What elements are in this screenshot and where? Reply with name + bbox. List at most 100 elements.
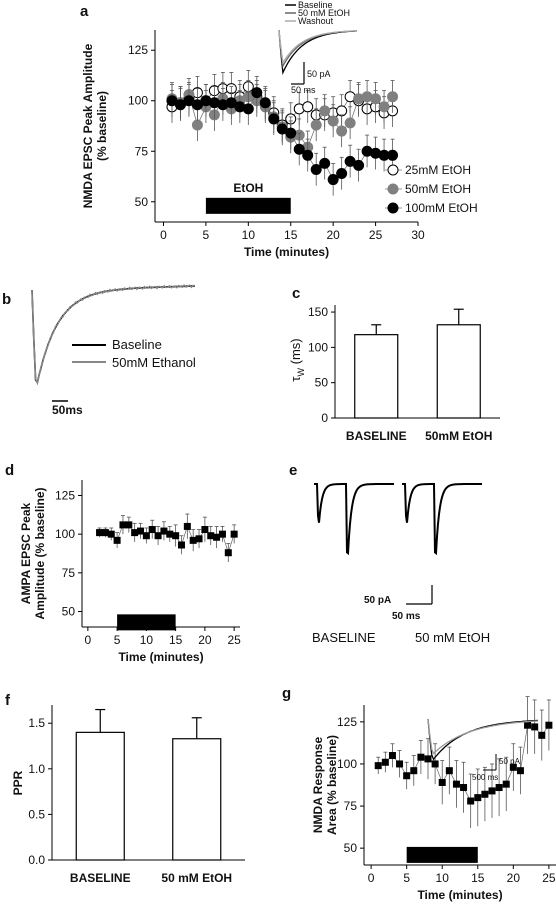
- d-data-point: [125, 521, 133, 529]
- a-y-tick-label: 125: [128, 43, 148, 57]
- f-category-label: BASELINE: [70, 871, 131, 885]
- g-data-point: [502, 780, 510, 788]
- d-data-point: [131, 529, 139, 537]
- d-data-point: [160, 527, 168, 535]
- f-bar: [75, 731, 125, 861]
- panel-a-legend-marker: [387, 202, 399, 214]
- d-x-tick-label: 15: [169, 633, 183, 647]
- panel-a-legend-marker: [387, 164, 399, 176]
- d-data-point: [119, 521, 127, 529]
- f-y-tick-label: 0.5: [28, 807, 45, 821]
- d-data-point: [177, 541, 185, 549]
- d-x-tick-label: 10: [140, 633, 154, 647]
- a-x-tick-label: 25: [369, 228, 383, 242]
- a-data-point: [302, 149, 314, 161]
- d-y-tick-label: 75: [62, 566, 76, 580]
- panel-e-trace-ethanol: [402, 483, 482, 556]
- panel-g-scalebar-y-label: 50 pA: [499, 757, 521, 766]
- d-y-tick-label: 100: [55, 527, 75, 541]
- a-data-point: [387, 149, 399, 161]
- f-category-label: 50 mM EtOH: [161, 871, 232, 885]
- a-data-point: [251, 87, 263, 99]
- g-data-point: [481, 790, 489, 798]
- g-data-point: [460, 784, 468, 792]
- a-data-point: [302, 101, 314, 113]
- g-y-axis-label-line: NMDA Response: [311, 737, 325, 834]
- c-y-tick-label: 50: [315, 376, 329, 390]
- d-data-point: [148, 526, 156, 534]
- panel-a-legend-marker: [387, 183, 399, 195]
- g-data-point: [474, 794, 482, 802]
- d-data-point: [230, 530, 238, 538]
- panel-a-inset-legend-label: 50 mM EtOH: [298, 8, 350, 18]
- c-y-tick-label: 100: [308, 340, 328, 354]
- a-x-axis-label: Time (minutes): [244, 245, 329, 259]
- g-y-tick-label: 100: [337, 757, 357, 771]
- panel-b-scalebar-label: 50ms: [52, 403, 83, 417]
- panel-a-inset-traces: [278, 29, 358, 76]
- panel-g-inset-trace-ethanol: [427, 718, 539, 755]
- a-y-axis-label: NMDA EPSC Peak Amplitude(% baseline): [81, 43, 109, 208]
- g-treatment-bar: [406, 846, 478, 863]
- g-data-point: [531, 723, 539, 731]
- f-y-axis-label: PPR: [11, 770, 25, 795]
- d-data-point: [224, 549, 232, 557]
- d-data-point: [172, 532, 180, 540]
- g-data-point: [524, 721, 532, 729]
- c-y-axis-label-unit: (ms): [288, 338, 303, 368]
- d-data-point: [189, 536, 197, 544]
- d-x-tick-label: 0: [85, 633, 92, 647]
- a-data-point: [293, 143, 305, 155]
- panel-g-label: g: [282, 685, 291, 702]
- g-data-point: [495, 784, 503, 792]
- panel-a-legend-label: 50mM EtOH: [405, 182, 471, 196]
- g-y-axis-label-line: Area (% baseline): [325, 735, 339, 835]
- g-data-point: [538, 731, 546, 739]
- g-data-point: [410, 767, 418, 775]
- g-y-axis-label: NMDA ResponseArea (% baseline): [311, 735, 339, 835]
- a-data-point: [285, 127, 297, 139]
- g-x-tick-label: 20: [507, 871, 521, 885]
- a-data-point: [319, 157, 331, 169]
- a-data-point: [310, 119, 322, 131]
- d-y-axis-label-line: Amplitude (% baseline): [33, 487, 47, 619]
- g-x-tick-label: 0: [368, 871, 375, 885]
- a-y-tick-label: 100: [128, 94, 148, 108]
- panel-e-caption-ethanol: 50 mM EtOH: [415, 630, 490, 645]
- d-x-tick-label: 25: [227, 633, 241, 647]
- a-data-point: [268, 113, 280, 125]
- panel-e-caption-baseline: BASELINE: [312, 630, 376, 645]
- c-bar: [354, 334, 399, 419]
- g-data-point: [374, 762, 382, 770]
- panel-g-scalebar-x-label: 500 ms: [472, 773, 498, 782]
- a-data-point: [259, 97, 271, 109]
- c-category-label: 50mM EtOH: [425, 429, 492, 443]
- panel-b-label: b: [2, 291, 11, 308]
- a-data-point: [378, 101, 390, 113]
- d-data-point: [107, 530, 115, 538]
- a-y-tick-label: 75: [135, 144, 149, 158]
- d-data-point: [183, 522, 191, 530]
- f-y-tick-label: 1.0: [28, 762, 45, 776]
- g-data-point: [516, 767, 524, 775]
- panel-e-trace-baseline: [314, 483, 394, 556]
- a-data-point: [327, 115, 339, 127]
- panel-d-label: d: [5, 462, 14, 479]
- a-y-axis-label-line: NMDA EPSC Peak Amplitude: [81, 43, 95, 208]
- a-data-point: [336, 125, 348, 137]
- panel-e-label: e: [289, 462, 297, 479]
- panel-e-scalebar-y-label: 50 pA: [364, 595, 391, 606]
- a-x-tick-label: 5: [203, 228, 210, 242]
- panel-a-label: a: [80, 3, 89, 20]
- d-treatment-bar: [117, 614, 176, 631]
- c-category-label: BASELINE: [346, 429, 407, 443]
- panel-f-label: f: [5, 692, 11, 709]
- g-data-point: [388, 752, 396, 760]
- g-x-tick-label: 25: [542, 871, 556, 885]
- a-data-point: [387, 91, 399, 103]
- panel-e-scalebar-x-label: 50 ms: [392, 611, 421, 622]
- a-data-point: [344, 117, 356, 129]
- g-data-point: [488, 787, 496, 795]
- g-data-point: [417, 753, 425, 761]
- panel-c-label: c: [292, 285, 300, 302]
